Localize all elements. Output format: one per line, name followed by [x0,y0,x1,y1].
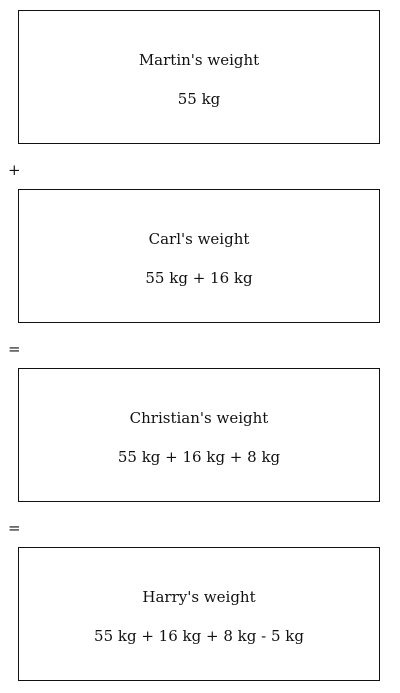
plus-operator: + [8,161,21,179]
weight-box-harry: Harry's weight 55 kg + 16 kg + 8 kg - 5 … [18,547,380,681]
equals-operator: = [8,519,21,537]
box-expression: 55 kg + 16 kg [145,269,253,287]
box-expression: 55 kg + 16 kg + 8 kg [117,448,281,466]
box-title: Christian's weight [129,409,269,427]
box-title: Carl's weight [148,230,250,248]
equals-operator: = [8,340,21,358]
box-expression: 55 kg + 16 kg + 8 kg - 5 kg [94,627,304,645]
box-title: Martin's weight [138,51,260,69]
box-expression: 55 kg [177,90,221,108]
weight-box-martin: Martin's weight 55 kg [18,10,380,144]
box-title: Harry's weight [142,588,256,606]
weight-box-carl: Carl's weight 55 kg + 16 kg [18,189,380,323]
weight-box-christian: Christian's weight 55 kg + 16 kg + 8 kg [18,368,380,502]
